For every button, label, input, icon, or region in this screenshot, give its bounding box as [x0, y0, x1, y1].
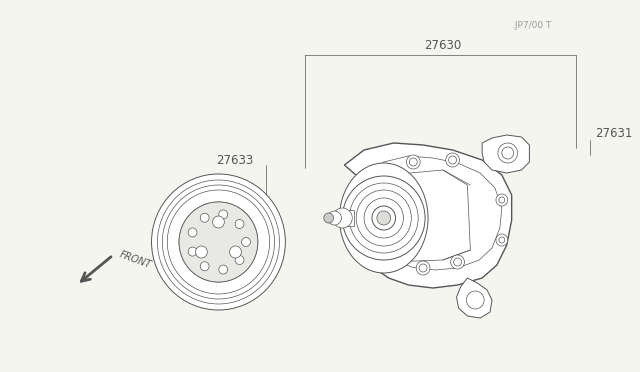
- Circle shape: [364, 198, 403, 238]
- Circle shape: [498, 143, 518, 163]
- Circle shape: [167, 190, 269, 294]
- Text: 27633: 27633: [216, 154, 253, 167]
- Text: .JP7/00 T: .JP7/00 T: [513, 21, 552, 30]
- Polygon shape: [456, 278, 492, 318]
- Circle shape: [324, 213, 333, 223]
- Circle shape: [499, 197, 505, 203]
- Circle shape: [179, 202, 258, 282]
- Circle shape: [230, 246, 241, 258]
- Circle shape: [179, 202, 258, 282]
- Polygon shape: [482, 135, 529, 173]
- Circle shape: [212, 216, 225, 228]
- Ellipse shape: [339, 163, 428, 273]
- Circle shape: [200, 213, 209, 222]
- Circle shape: [377, 211, 390, 225]
- Circle shape: [499, 237, 505, 243]
- Text: FRONT: FRONT: [118, 250, 153, 270]
- Polygon shape: [344, 143, 511, 288]
- Circle shape: [152, 174, 285, 310]
- Circle shape: [187, 210, 250, 274]
- Circle shape: [502, 147, 514, 159]
- Circle shape: [445, 153, 460, 167]
- Circle shape: [406, 155, 420, 169]
- Circle shape: [419, 264, 427, 272]
- Circle shape: [467, 291, 484, 309]
- Circle shape: [454, 258, 461, 266]
- Circle shape: [188, 247, 197, 256]
- Circle shape: [219, 210, 228, 219]
- Circle shape: [157, 180, 280, 304]
- Circle shape: [205, 228, 232, 256]
- Circle shape: [333, 208, 352, 228]
- Circle shape: [349, 183, 418, 253]
- Circle shape: [342, 176, 425, 260]
- Circle shape: [496, 194, 508, 206]
- Text: 27631: 27631: [595, 126, 633, 140]
- Polygon shape: [344, 210, 354, 226]
- Circle shape: [410, 158, 417, 166]
- Polygon shape: [364, 156, 502, 270]
- Circle shape: [451, 255, 465, 269]
- Text: 27630: 27630: [424, 38, 461, 51]
- Circle shape: [235, 219, 244, 228]
- Circle shape: [163, 185, 275, 299]
- Circle shape: [219, 265, 228, 274]
- Polygon shape: [364, 170, 470, 262]
- Circle shape: [449, 156, 456, 164]
- Circle shape: [241, 237, 250, 247]
- Circle shape: [211, 234, 227, 250]
- Circle shape: [372, 206, 396, 230]
- Circle shape: [200, 262, 209, 271]
- Circle shape: [496, 234, 508, 246]
- Circle shape: [235, 256, 244, 264]
- Circle shape: [328, 211, 342, 225]
- Circle shape: [188, 228, 197, 237]
- Circle shape: [195, 246, 207, 258]
- Circle shape: [356, 190, 412, 246]
- Circle shape: [416, 261, 430, 275]
